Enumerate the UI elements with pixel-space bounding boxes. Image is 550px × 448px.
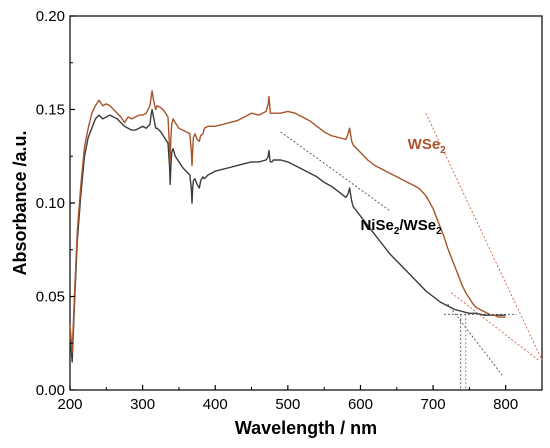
y-axis-title: Absorbance /a.u. <box>10 130 30 275</box>
x-tick-label: 800 <box>493 396 518 413</box>
y-tick-label: 0.00 <box>36 382 65 399</box>
y-tick-label: 0.15 <box>36 102 65 119</box>
x-tick-label: 300 <box>130 396 155 413</box>
series-label: NiSe2/WSe2 <box>360 217 442 237</box>
x-tick-label: 200 <box>57 396 82 413</box>
plot-border <box>69 15 543 391</box>
x-tick-label: 600 <box>348 396 373 413</box>
spectrum-curves <box>69 90 506 363</box>
y-tick-label: 0.05 <box>36 289 65 306</box>
series-line-wse2 <box>69 90 506 354</box>
series-line-nise2-wse2 <box>69 108 506 363</box>
x-tick-label: 400 <box>203 396 228 413</box>
y-tick-label: 0.10 <box>36 195 65 212</box>
tangent-line <box>450 292 539 361</box>
series-label: WSe2 <box>408 136 447 156</box>
y-tick-label: 0.20 <box>36 8 65 25</box>
plot-frame <box>69 15 543 391</box>
x-tick-label: 700 <box>421 396 446 413</box>
tangent-line <box>447 303 503 376</box>
curve-annotations: WSe2 NiSe2/WSe2 <box>360 136 446 237</box>
tangent-lines <box>280 113 543 390</box>
x-tick-label: 500 <box>275 396 300 413</box>
x-axis-title: Wavelength / nm <box>235 418 377 438</box>
tangent-line <box>425 113 543 361</box>
tangent-line <box>280 131 390 211</box>
axis-ticks: 200 300 400 500 600 700 800 0.00 0.05 0.10 0.15 0.2… <box>36 8 518 413</box>
